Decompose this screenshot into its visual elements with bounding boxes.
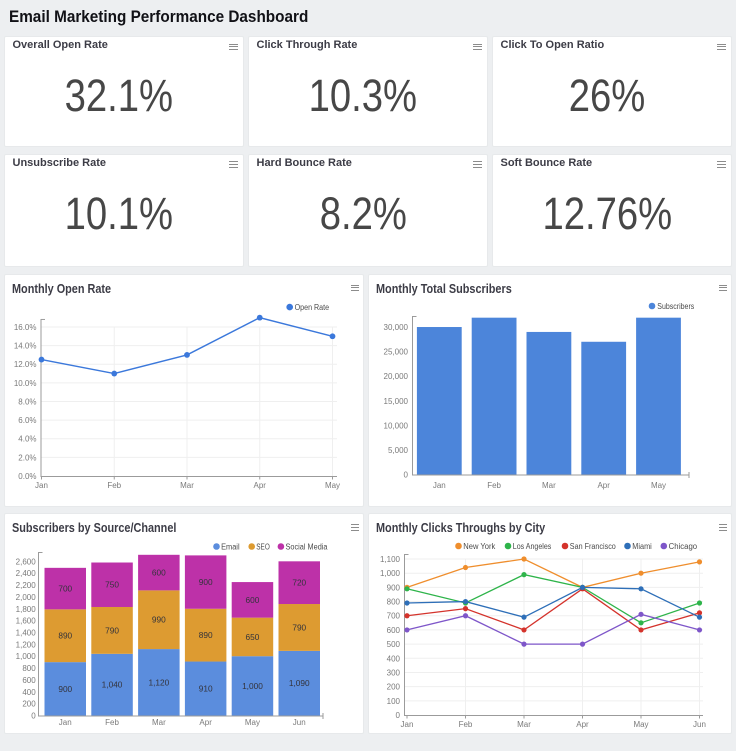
svg-text:900: 900: [198, 577, 212, 587]
svg-text:Chicago: Chicago: [669, 542, 698, 551]
svg-text:May: May: [633, 720, 648, 729]
svg-text:200: 200: [387, 683, 401, 692]
svg-text:1,040: 1,040: [101, 680, 122, 690]
svg-text:700: 700: [387, 612, 401, 621]
svg-text:600: 600: [22, 676, 36, 685]
svg-text:Apr: Apr: [576, 720, 589, 729]
svg-text:Feb: Feb: [459, 720, 473, 729]
svg-text:890: 890: [58, 631, 72, 641]
svg-text:2,400: 2,400: [15, 569, 36, 578]
svg-text:600: 600: [151, 568, 165, 578]
svg-text:San Francisco: San Francisco: [570, 542, 617, 551]
svg-text:200: 200: [22, 700, 36, 709]
svg-text:500: 500: [387, 640, 401, 649]
svg-text:650: 650: [245, 632, 259, 642]
svg-text:790: 790: [105, 625, 119, 635]
svg-text:1,200: 1,200: [15, 640, 36, 649]
svg-text:750: 750: [105, 580, 119, 590]
svg-text:600: 600: [245, 595, 259, 605]
svg-text:Miami: Miami: [632, 542, 652, 551]
svg-text:1,800: 1,800: [15, 605, 36, 614]
svg-text:990: 990: [151, 615, 165, 625]
svg-text:300: 300: [387, 668, 401, 677]
svg-text:0: 0: [396, 711, 401, 720]
svg-text:Feb: Feb: [107, 481, 121, 490]
svg-text:Jan: Jan: [401, 720, 414, 729]
svg-text:1,100: 1,100: [380, 555, 401, 564]
svg-text:1,090: 1,090: [288, 678, 309, 688]
svg-text:Jan: Jan: [58, 718, 71, 727]
svg-text:Mar: Mar: [180, 481, 194, 490]
svg-text:Apr: Apr: [253, 481, 266, 490]
svg-text:2,200: 2,200: [15, 581, 36, 590]
svg-text:25,000: 25,000: [384, 347, 409, 356]
svg-text:1,600: 1,600: [15, 617, 36, 626]
svg-text:New York: New York: [463, 542, 495, 551]
svg-text:800: 800: [22, 664, 36, 673]
svg-text:400: 400: [22, 688, 36, 697]
svg-text:SEO: SEO: [256, 542, 269, 551]
svg-text:10,000: 10,000: [384, 421, 409, 430]
svg-text:Feb: Feb: [487, 481, 501, 490]
svg-text:4.0%: 4.0%: [18, 434, 36, 443]
svg-text:8.0%: 8.0%: [18, 397, 36, 406]
svg-text:2,000: 2,000: [15, 593, 36, 602]
svg-text:Apr: Apr: [199, 718, 212, 727]
svg-text:Los Angeles: Los Angeles: [513, 542, 552, 551]
svg-text:May: May: [324, 481, 339, 490]
svg-text:800: 800: [387, 598, 401, 607]
svg-text:700: 700: [58, 584, 72, 594]
svg-text:1,000: 1,000: [242, 681, 263, 691]
svg-text:1,400: 1,400: [15, 628, 36, 637]
svg-text:14.0%: 14.0%: [13, 341, 36, 350]
svg-text:Social Media: Social Media: [285, 542, 328, 551]
svg-text:Subscribers: Subscribers: [657, 301, 694, 310]
svg-text:May: May: [244, 718, 259, 727]
svg-text:16.0%: 16.0%: [13, 322, 36, 331]
svg-text:1,000: 1,000: [15, 652, 36, 661]
svg-text:Mar: Mar: [542, 481, 556, 490]
svg-text:5,000: 5,000: [388, 445, 409, 454]
svg-text:400: 400: [387, 654, 401, 663]
svg-text:0.0%: 0.0%: [18, 472, 36, 481]
svg-text:900: 900: [58, 684, 72, 694]
svg-text:100: 100: [387, 697, 401, 706]
svg-text:Email: Email: [221, 542, 240, 551]
svg-text:Mar: Mar: [517, 720, 531, 729]
svg-text:900: 900: [387, 583, 401, 592]
svg-text:890: 890: [198, 630, 212, 640]
svg-text:May: May: [651, 481, 666, 490]
svg-text:910: 910: [198, 684, 212, 694]
svg-text:Mar: Mar: [151, 718, 165, 727]
svg-text:0: 0: [404, 470, 409, 479]
svg-text:1,120: 1,120: [148, 677, 169, 687]
svg-text:20,000: 20,000: [384, 372, 409, 381]
svg-text:Feb: Feb: [105, 718, 119, 727]
svg-text:720: 720: [292, 578, 306, 588]
svg-text:600: 600: [387, 626, 401, 635]
svg-text:Jun: Jun: [292, 718, 305, 727]
svg-text:Jun: Jun: [693, 720, 706, 729]
svg-text:0: 0: [31, 712, 36, 721]
svg-text:Apr: Apr: [597, 481, 610, 490]
svg-text:30,000: 30,000: [384, 323, 409, 332]
svg-text:2,600: 2,600: [15, 557, 36, 566]
svg-text:Open Rate: Open Rate: [294, 302, 329, 311]
svg-text:6.0%: 6.0%: [18, 416, 36, 425]
svg-text:1,000: 1,000: [380, 569, 401, 578]
svg-text:Jan: Jan: [35, 481, 48, 490]
svg-text:Jan: Jan: [433, 481, 446, 490]
svg-text:10.0%: 10.0%: [13, 378, 36, 387]
svg-text:790: 790: [292, 622, 306, 632]
svg-text:12.0%: 12.0%: [13, 360, 36, 369]
svg-text:15,000: 15,000: [384, 396, 409, 405]
svg-text:2.0%: 2.0%: [18, 453, 36, 462]
